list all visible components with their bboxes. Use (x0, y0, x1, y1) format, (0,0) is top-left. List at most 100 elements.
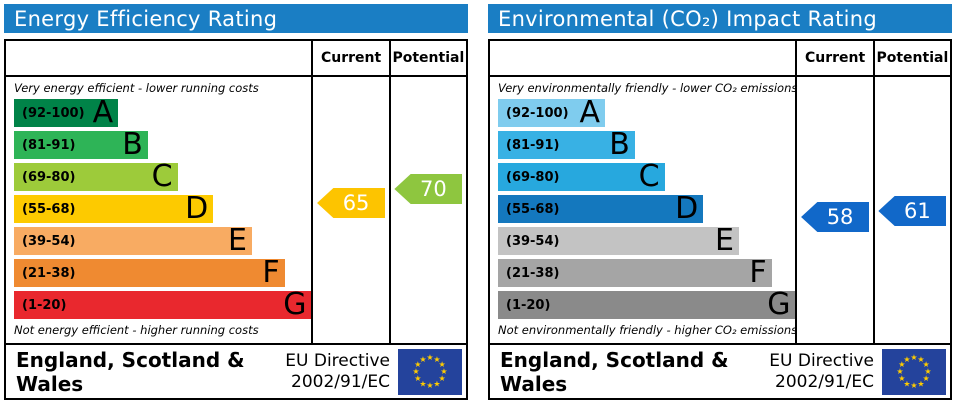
band-range-label: (81-91) (506, 137, 560, 153)
band-range-label: (55-68) (506, 201, 560, 217)
region-label: England, Scotland & Wales (500, 347, 729, 396)
band-row-f: (21-38) F (498, 255, 772, 290)
band-range-label: (69-80) (22, 169, 76, 185)
potential-rating-arrow: 61 (878, 196, 947, 226)
eu-directive-label: EU Directive 2002/91/EC (285, 351, 390, 392)
rating-table: Very energy efficient - lower running co… (4, 39, 468, 345)
band-range-label: (55-68) (22, 201, 76, 217)
header-row-divider (6, 75, 466, 77)
bands-column: Very environmentally friendly - lower CO… (490, 41, 798, 343)
eu-flag-star: ★ (910, 381, 917, 390)
bands-container: (92-100) A (81-91) B (69-80) C (55-68) D (39-54)… (498, 98, 796, 322)
current-column-header: Current (804, 50, 866, 66)
eu-flag-star: ★ (923, 360, 930, 369)
band-range-label: (39-54) (22, 233, 76, 249)
band-row-b: (81-91) B (14, 130, 148, 160)
band-row-b: (81-91) B (498, 127, 635, 162)
bands-container: (92-100) A (81-91) B (69-80) C (55-68) D (39-54)… (14, 95, 312, 320)
header-row-divider (490, 75, 950, 77)
band-range-label: (1-20) (22, 297, 67, 313)
band-letter: E (227, 223, 247, 258)
eu-flag-star: ★ (433, 379, 440, 388)
eu-directive-line1: EU Directive (285, 351, 390, 372)
eu-flag-star: ★ (898, 374, 905, 383)
band-range-label: (69-80) (506, 169, 560, 185)
band-row-c: (69-80) C (498, 159, 665, 194)
eu-flag-star: ★ (414, 374, 421, 383)
band-letter: D (675, 191, 699, 226)
epc-chart: Environmental (CO₂) Impact Rating Very e… (488, 4, 952, 400)
eu-flag-star: ★ (903, 379, 910, 388)
band-range-label: (81-91) (22, 137, 76, 153)
band-letter: F (262, 255, 280, 290)
band-letter: C (151, 159, 173, 194)
band-row-a: (92-100) A (14, 95, 119, 130)
current-column: Current 58 (795, 41, 872, 343)
eu-flag-star: ★ (419, 355, 426, 364)
band-range-label: (1-20) (506, 297, 551, 313)
eu-flag-star: ★ (412, 367, 419, 376)
eu-flag-star: ★ (917, 355, 924, 364)
band-row-c: (69-80) C (14, 159, 178, 194)
eu-flag-star: ★ (903, 355, 910, 364)
band-row-a: (92-100) A (498, 98, 606, 128)
band-letter: E (714, 223, 734, 258)
region-label: England, Scotland & Wales (16, 347, 245, 396)
current-column: Current 65 (311, 41, 388, 343)
eu-flag-star: ★ (896, 367, 903, 376)
band-range-label: (92-100) (22, 105, 85, 121)
band-letter: G (767, 287, 791, 322)
eu-flag-star: ★ (439, 374, 446, 383)
band-row-f: (21-38) F (14, 255, 285, 290)
chart-title: Energy Efficiency Rating (14, 6, 278, 31)
eu-flag-star: ★ (439, 360, 446, 369)
eu-flag-star: ★ (917, 379, 924, 388)
eu-flag-star: ★ (898, 360, 905, 369)
eu-flag-icon: ★ ★★★★★★★★★★★ (398, 348, 462, 395)
chart-title-bar: Environmental (CO₂) Impact Rating (488, 4, 952, 33)
band-row-g: (1-20) G (498, 287, 796, 322)
eu-flag-star: ★ (414, 360, 421, 369)
chart-footer: England, Scotland & Wales EU Directive 2… (4, 345, 468, 400)
potential-column-header: Potential (392, 50, 465, 66)
potential-column: Potential 61 (872, 41, 950, 343)
eu-flag-star: ★ (433, 355, 440, 364)
current-rating-value: 65 (342, 191, 370, 215)
eu-flag-icon: ★ ★★★★★★★★★★★ (882, 348, 946, 395)
chart-title: Environmental (CO₂) Impact Rating (498, 6, 878, 31)
top-caption: Very environmentally friendly - lower CO… (498, 81, 798, 95)
band-row-e: (39-54) E (498, 223, 739, 258)
bottom-caption: Not environmentally friendly - higher CO… (498, 323, 798, 337)
eu-directive-line2: 2002/91/EC (775, 371, 874, 392)
band-letter: B (609, 127, 630, 162)
band-range-label: (21-38) (22, 265, 76, 281)
band-range-label: (21-38) (506, 265, 560, 281)
band-range-label: (92-100) (506, 105, 569, 121)
eu-flag-star: ★ (440, 367, 447, 376)
band-letter: F (749, 255, 767, 290)
band-letter: C (638, 159, 660, 194)
current-rating-arrow: 65 (317, 188, 386, 218)
potential-rating-value: 70 (419, 177, 447, 201)
eu-directive-label: EU Directive 2002/91/EC (769, 351, 874, 392)
band-row-e: (39-54) E (14, 223, 252, 258)
rating-table: Very environmentally friendly - lower CO… (488, 39, 952, 345)
eu-flag-star: ★ (426, 353, 433, 362)
chart-footer: England, Scotland & Wales EU Directive 2… (488, 345, 952, 400)
top-caption: Very energy efficient - lower running co… (14, 81, 259, 95)
potential-rating-value: 61 (903, 199, 931, 223)
band-row-d: (55-68) D (14, 191, 214, 226)
eu-flag-star: ★ (924, 367, 931, 376)
band-row-d: (55-68) D (498, 191, 704, 226)
potential-rating-arrow: 70 (394, 174, 463, 204)
eu-directive-line1: EU Directive (769, 351, 874, 372)
eu-flag-star: ★ (426, 381, 433, 390)
chart-title-bar: Energy Efficiency Rating (4, 4, 468, 33)
band-letter: A (92, 95, 114, 130)
band-range-label: (39-54) (506, 233, 560, 249)
bands-column: Very energy efficient - lower running co… (6, 41, 312, 343)
eu-flag-star: ★ (923, 374, 930, 383)
potential-column: Potential 70 (388, 41, 466, 343)
band-letter: D (185, 191, 209, 226)
